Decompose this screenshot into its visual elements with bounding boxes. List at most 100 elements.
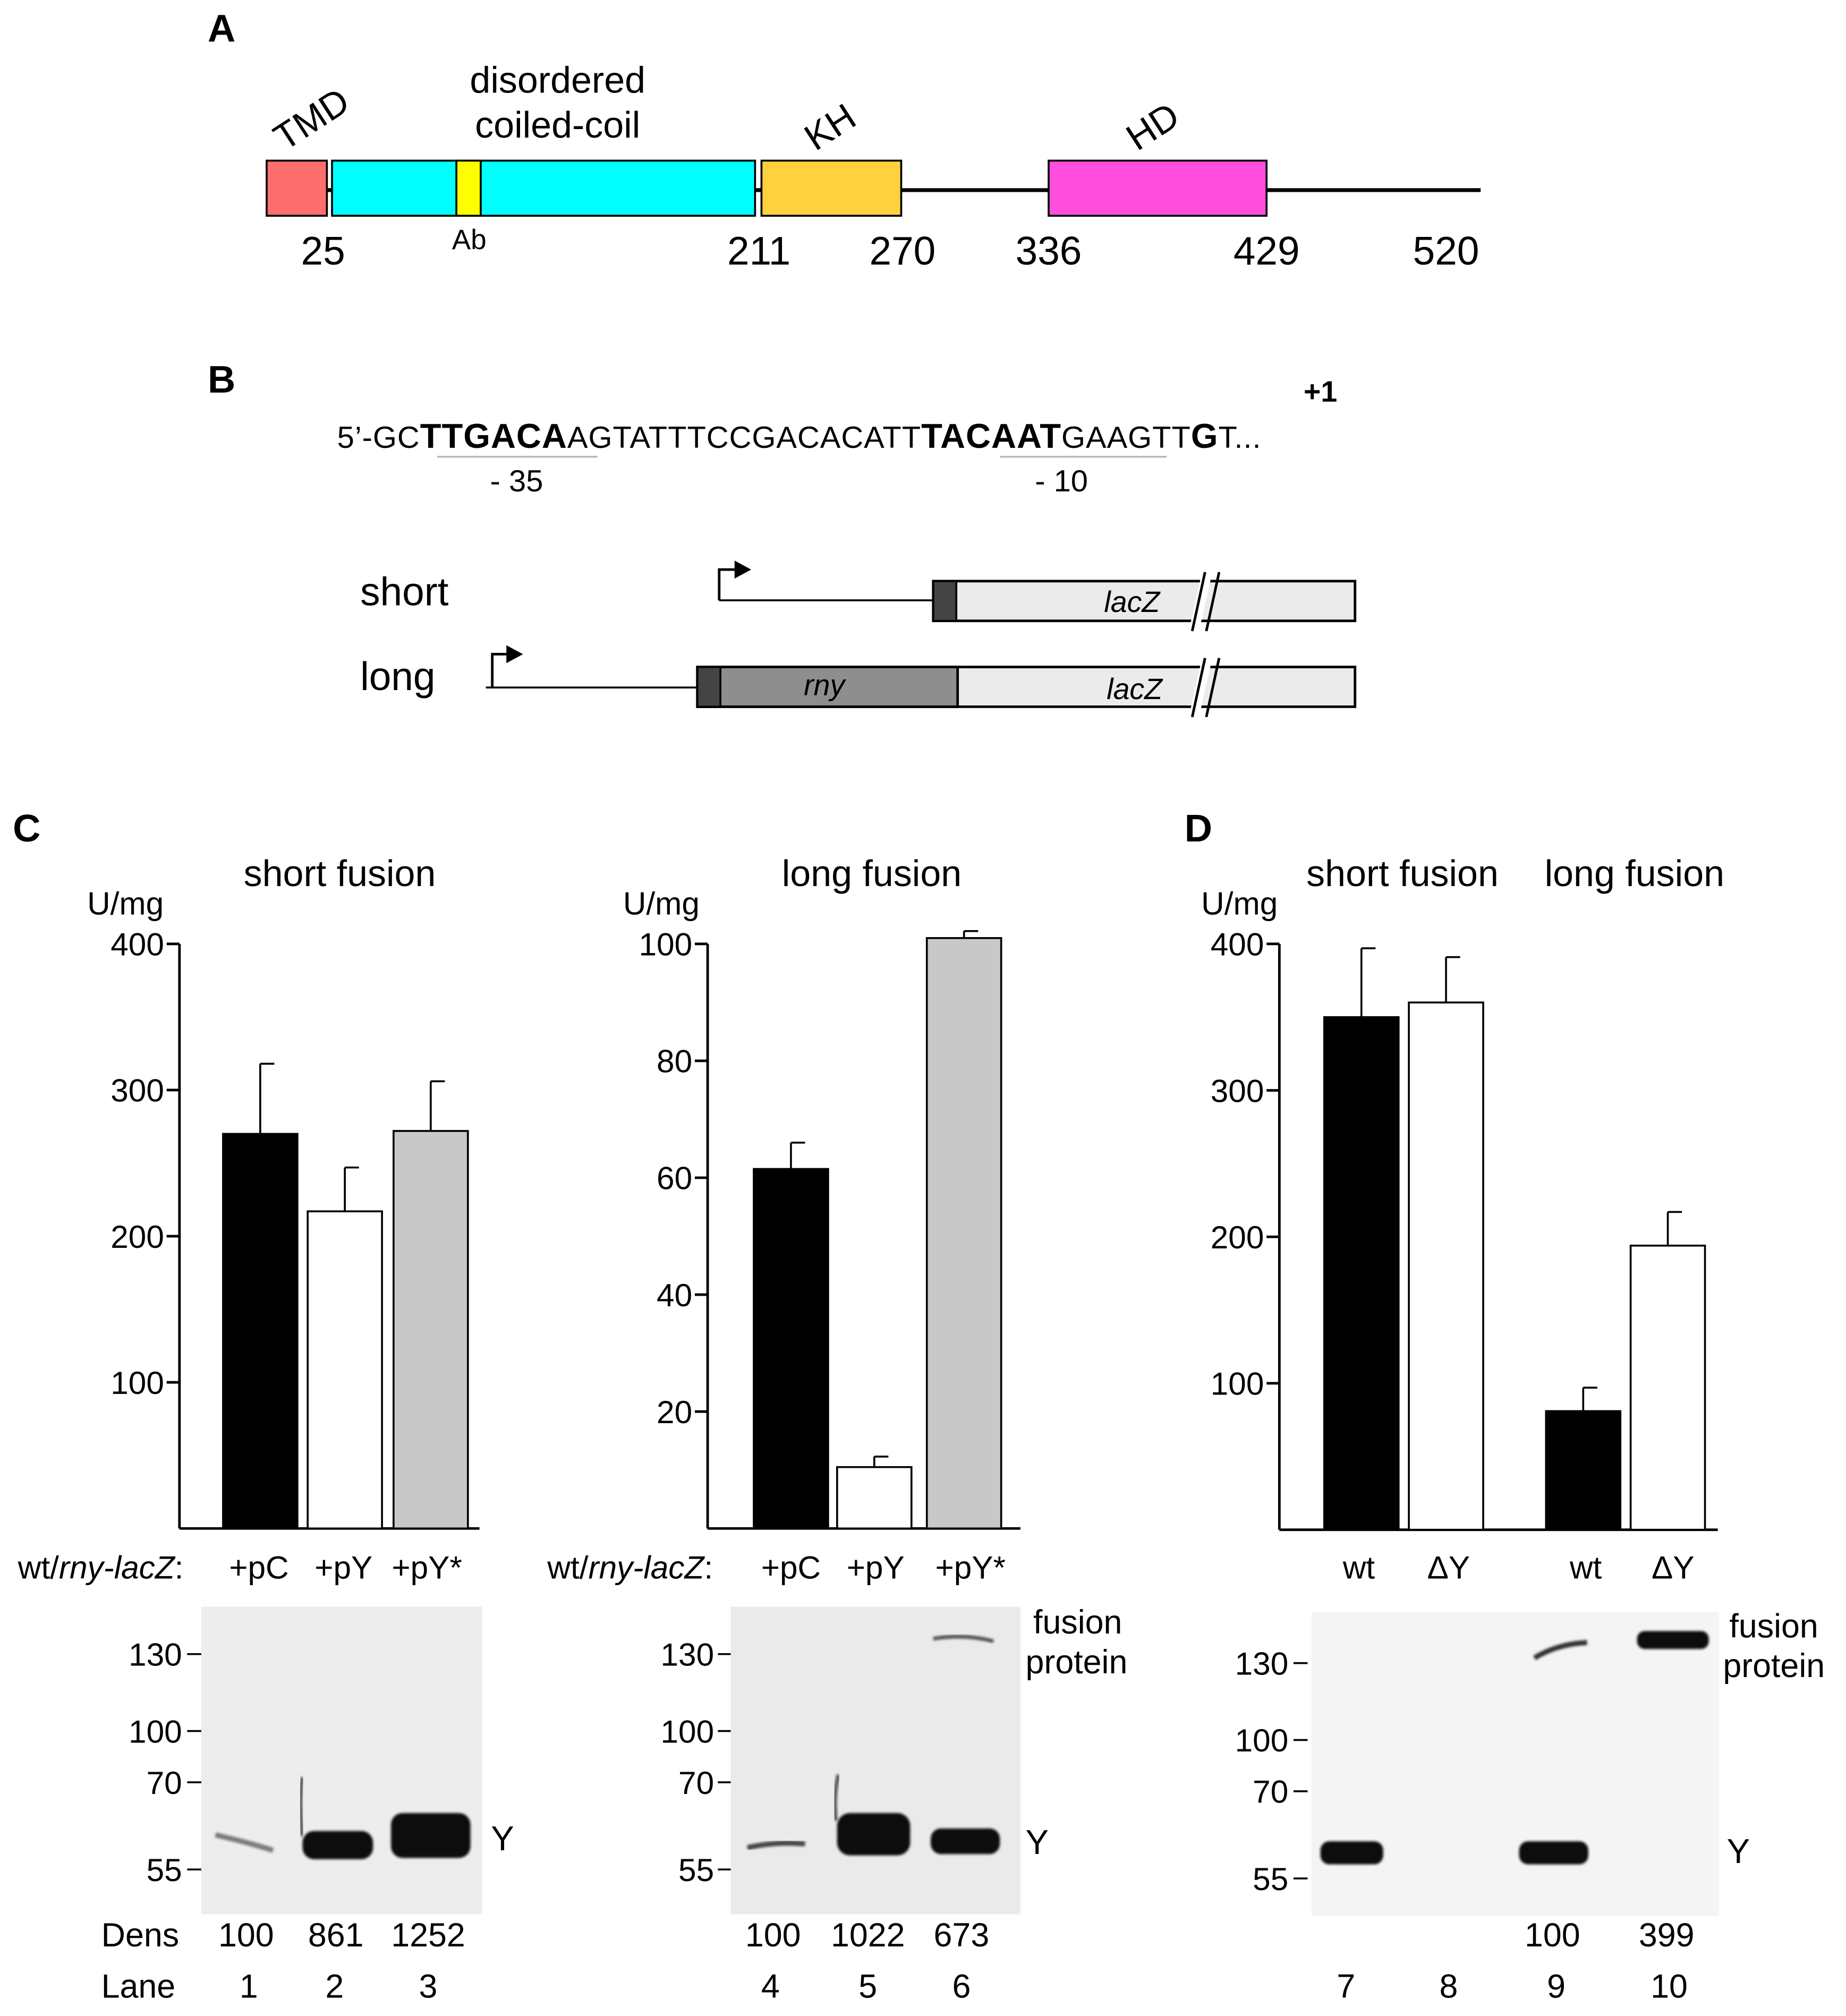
position-25: 25 [301,228,345,273]
mw-long-100: 100 [661,1713,714,1749]
blot-short-membrane [201,1606,482,1915]
lane-number-1: 1 [240,1968,258,2005]
plus1-label: +1 [1304,375,1337,408]
position-429: 429 [1233,228,1300,273]
blot-d-fusion-band-lane10 [1637,1631,1709,1649]
y-tick-label: 200 [1211,1219,1264,1255]
dens-lane2: 861 [308,1917,364,1954]
blot-d-fusion-label-1: fusion [1729,1607,1818,1645]
blot-long-y-label: Y [1026,1823,1049,1861]
x-category-label: ΔY [1652,1549,1695,1585]
long-leader-box [696,666,722,708]
chart-long-fusion: 20 40 60 80 100 +pC +pY +pY* [639,926,1020,1585]
minus35-label: - 35 [490,464,543,498]
lane-number-6: 6 [952,1968,971,2005]
panel-label-a: A [208,7,235,50]
chart-d-title-long: long fusion [1545,853,1724,894]
mw-d-100: 100 [1235,1722,1289,1758]
blot-short-y-label: Y [491,1819,514,1858]
y-tick-label: 200 [110,1219,164,1255]
position-336: 336 [1016,228,1082,273]
blot-short-band-lane1 [215,1832,274,1853]
short-break-mark-2 [1205,572,1221,632]
western-blot-short: 130 100 70 55 Y [129,1606,514,1915]
long-break-mark-1 [1190,658,1206,718]
mw-d-55: 55 [1253,1861,1288,1897]
disordered-label: disordered [470,59,645,100]
short-leader-box [932,580,958,622]
blot-long-membrane [730,1606,1020,1915]
position-520: 520 [1413,228,1479,273]
bar [393,1130,469,1530]
long-break-mark-2 [1205,658,1221,718]
lane-number-3: 3 [419,1968,438,2005]
chart-short-fusion: 100 200 300 400 +pC +pY +pY* [110,926,480,1585]
y-tick-label: 20 [657,1394,692,1430]
blot-long-fusion-label-1: fusion [1033,1604,1122,1641]
lane-number-7: 7 [1337,1968,1355,2005]
dens-lane4: 100 [745,1917,801,1954]
dens-lane10: 399 [1639,1917,1695,1954]
chart-long-ylabel: U/mg [623,885,700,921]
panel-label-c: C [13,807,40,850]
y-tick-label: 400 [110,926,164,963]
bar [836,1466,913,1530]
short-construct-label: short [360,569,449,614]
mw-short-100: 100 [129,1713,182,1749]
chart-d-ylabel: U/mg [1201,885,1278,921]
dens-lane5: 1022 [831,1917,905,1954]
mw-short-55: 55 [147,1852,182,1888]
x-category-label: +pC [229,1549,288,1585]
x-category-label: +pC [761,1549,821,1585]
ab-label: Ab [452,224,487,256]
y-tick-label: 100 [639,926,692,963]
blot-d-fusion-label-2: protein [1723,1647,1825,1685]
dens-row-label: Dens [101,1917,179,1954]
lane-number-4: 4 [761,1968,780,2005]
x-category-label: ΔY [1427,1549,1470,1585]
tmd-label: TMD [266,80,356,158]
bar [1545,1410,1622,1531]
hd-label: HD [1119,95,1186,158]
lane-number-9: 9 [1547,1968,1566,2005]
dens-lane9: 100 [1525,1917,1580,1954]
long-promoter-arrow [491,653,507,688]
y-tick-label: 100 [1211,1366,1264,1402]
mw-short-70: 70 [147,1765,182,1801]
antibody-epitope-box [455,159,482,217]
blot-long-smear-lane5 [833,1774,840,1821]
western-blot-long: 130 100 70 55 fusion protein Y [661,1604,1127,1915]
blot-d-membrane [1311,1612,1720,1916]
mw-d-70: 70 [1253,1774,1288,1810]
lane-number-10: 10 [1651,1968,1688,2005]
y-tick-label: 300 [1211,1073,1264,1109]
x-category-label: wt [1569,1549,1602,1585]
blot-d-band-lane7 [1320,1841,1383,1865]
blot-short-band-lane2 [302,1831,373,1859]
position-211: 211 [727,228,790,273]
lane-number-2: 2 [325,1968,344,2005]
long-construct-label: long [360,654,435,699]
chart-short-title: short fusion [244,853,436,894]
bar [222,1133,299,1530]
coiled-coil-domain-box [331,159,756,217]
y-tick-label: 60 [657,1160,692,1196]
strain-label-short: wt/rny-lacZ: [18,1549,184,1585]
lane-row-label: Lane [101,1968,176,2005]
strain-label-long: wt/rny-lacZ: [547,1549,713,1585]
short-lacz-box [932,580,1357,623]
minus10-label: - 10 [1035,464,1088,498]
chart-short-ylabel: U/mg [87,885,164,921]
long-lacz-label: lacZ [1107,673,1163,705]
panel-a: A TMD disordered coiled-coil KH HD Ab 25… [208,7,1481,273]
bar [307,1210,383,1530]
bar [1323,1016,1400,1531]
mw-short-130: 130 [129,1636,182,1672]
short-break-mark-1 [1190,572,1206,632]
y-tick-label: 40 [657,1277,692,1313]
dens-lane1: 100 [218,1917,274,1954]
blot-short-smear-lane2 [299,1776,305,1836]
mw-long-130: 130 [661,1636,714,1672]
y-tick-label: 400 [1211,926,1264,963]
